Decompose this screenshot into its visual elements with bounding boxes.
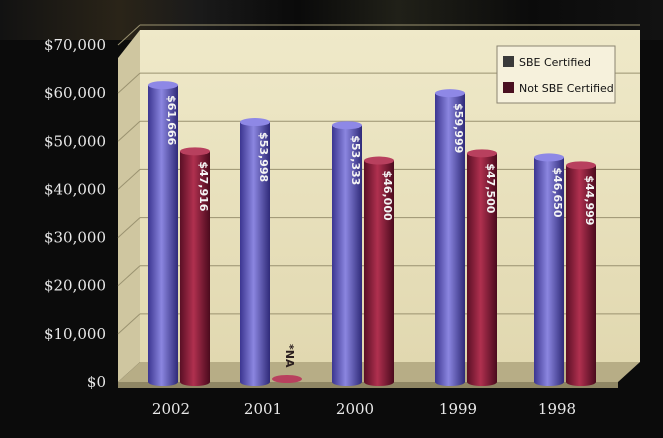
bar-base [240,378,270,386]
gridline-side [117,120,141,142]
bar-value-label: $61,666 [165,95,178,145]
gridline-side [117,265,141,287]
y-tick-label: $0 [87,373,106,391]
legend-swatch-sbe [503,56,514,67]
legend-swatch-not-sbe [503,82,514,93]
bar-value-label: $47,916 [197,161,210,211]
bar-value-label: *NA [283,344,296,368]
x-tick-label: 2001 [244,400,282,418]
bar-base [435,378,465,386]
gridline-side [117,24,141,46]
x-tick-label: 1998 [538,400,576,418]
legend-label-sbe: SBE Certified [519,56,591,69]
bar-top [332,121,362,130]
bar [364,160,394,382]
bar-top [148,81,178,90]
bar-top [467,149,497,158]
bar-base [364,378,394,386]
y-axis-ticks: $0 $10,000 $20,000 $30,000 $40,000 $50,000 $60… [44,36,106,391]
gridline-side [117,217,141,238]
y-tick-label: $60,000 [44,84,106,102]
bar [534,157,564,382]
bar-top [435,89,465,98]
bar-top [180,147,210,156]
bar-value-label: $46,000 [381,171,394,221]
bar [566,165,596,382]
bar-base [566,378,596,386]
bar-value-label: $59,999 [452,103,465,153]
gridline-side [117,313,141,335]
legend-box [496,45,616,104]
x-axis-ticks: 2002 2001 2000 1999 1998 [152,400,576,418]
y-tick-label: $10,000 [44,325,106,343]
plot-side-wall [118,30,140,382]
bar [332,125,362,383]
y-tick-label: $40,000 [44,180,106,198]
bar-value-label: $53,998 [257,132,270,182]
bar-base [534,378,564,386]
bar-value-label: $47,500 [484,163,497,213]
legend-label-not-sbe: Not SBE Certified [519,82,614,95]
y-tick-label: $50,000 [44,132,106,150]
x-tick-label: 2000 [336,400,374,418]
x-tick-label: 2002 [152,400,190,418]
y-tick-label: $70,000 [44,36,106,54]
plot-floor-edge [118,382,618,388]
y-tick-label: $20,000 [44,277,106,295]
bar [435,93,465,382]
bar-value-label: $44,999 [583,175,596,225]
bar [180,151,210,382]
bar-top [566,161,596,170]
bar-top [534,153,564,162]
bar-base [332,378,362,386]
y-tick-label: $30,000 [44,229,106,247]
bar [148,85,178,382]
bar-missing-marker [272,375,302,383]
bars: $61,666 $47,916 $53,998 *NA $53,333 $46,000 $5… [148,81,596,386]
bar-top [364,156,394,165]
bar [467,153,497,382]
gridline-side [117,169,141,190]
bar-value-label: $53,333 [349,135,362,185]
bar [240,122,270,382]
bar-base [148,378,178,386]
bar-value-label: $46,650 [551,167,564,217]
bar-base [180,378,210,386]
x-tick-label: 1999 [439,400,477,418]
bar-top [240,118,270,127]
bar-base [467,378,497,386]
gridline-side [117,72,141,94]
legend: SBE Certified Not SBE Certified [496,45,616,104]
